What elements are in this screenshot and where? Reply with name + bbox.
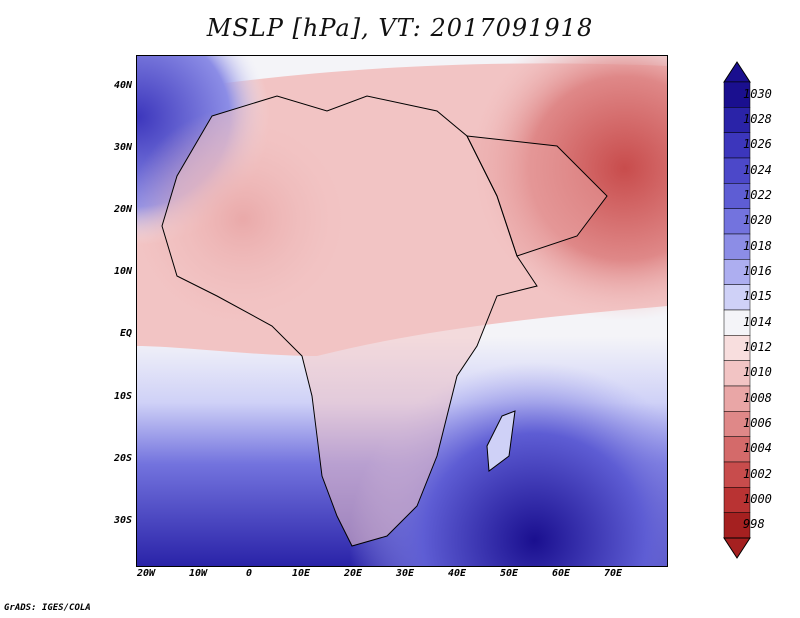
footer-credit: GrADS: IGES/COLA [4, 603, 91, 613]
lon-label-10w: 10W [188, 568, 208, 579]
colorbar-swatch [723, 132, 751, 159]
lon-label-60e: 60E [551, 568, 571, 579]
colorbar-label: 1014 [743, 314, 772, 329]
lon-label-30e: 30E [395, 568, 415, 579]
colorbar-label: 998 [743, 517, 765, 532]
colorbar-label: 1022 [743, 188, 772, 202]
colorbar-label: 1010 [743, 365, 772, 380]
lat-label-20n: 20N [113, 204, 132, 215]
lat-label-30n: 30N [113, 142, 132, 153]
lon-label-50e: 50E [499, 568, 519, 579]
lon-label-20w: 20W [136, 568, 156, 579]
lat-label-eq: EQ [119, 328, 132, 339]
lat-label-10s: 10S [113, 391, 132, 402]
lat-label-20s: 20S [113, 453, 132, 464]
lat-label-10n: 10N [113, 266, 132, 277]
lat-label-40n: 40N [113, 80, 132, 91]
lon-label-20e: 20E [343, 568, 363, 579]
colorbar-swatch [723, 487, 751, 513]
colorbar-label: 1008 [743, 390, 772, 405]
colorbar-swatch [723, 335, 751, 361]
colorbar-label: 1016 [743, 264, 772, 278]
colorbar-label: 1004 [743, 441, 772, 456]
colorbar [723, 61, 751, 559]
lon-label-40e: 40E [447, 568, 467, 579]
colorbar-swatch [723, 436, 751, 463]
colorbar-label: 1026 [743, 137, 772, 152]
colorbar-swatch [723, 284, 751, 311]
colorbar-swatch [723, 385, 751, 412]
map-title: MSLP [hPa], VT: 2017091918 [206, 14, 594, 42]
colorbar-label: 1030 [743, 86, 772, 101]
colorbar-swatch [723, 512, 751, 539]
colorbar-label: 1015 [743, 289, 772, 304]
colorbar-label: 1024 [743, 162, 772, 177]
colorbar-label: 1006 [743, 416, 772, 430]
colorbar-label: 1002 [743, 466, 772, 481]
lon-label-70e: 70E [603, 568, 623, 579]
colorbar-label: 1018 [743, 238, 772, 253]
colorbar-swatch [723, 81, 751, 108]
colorbar-swatch [723, 411, 751, 437]
colorbar-swatch [723, 259, 751, 285]
colorbar-swatch [723, 360, 751, 387]
pressure-map [137, 56, 667, 566]
lon-label-0: 0 [245, 568, 253, 579]
lon-label-10e: 10E [291, 568, 311, 579]
lat-label-30s: 30S [113, 515, 132, 526]
colorbar-label: 1000 [743, 492, 772, 506]
colorbar-bottom-arrow [723, 537, 751, 559]
colorbar-label: 1012 [743, 340, 772, 354]
colorbar-label: 1028 [743, 112, 772, 126]
colorbar-top-arrow [723, 61, 751, 83]
colorbar-swatch [723, 107, 751, 133]
colorbar-label: 1020 [743, 213, 772, 228]
colorbar-swatch [723, 309, 751, 336]
map-area [136, 55, 668, 567]
colorbar-swatch [723, 157, 751, 184]
